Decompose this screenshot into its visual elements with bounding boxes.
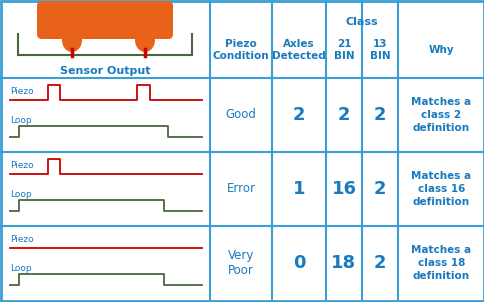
Text: Sensor Output: Sensor Output bbox=[60, 66, 150, 76]
Text: Good: Good bbox=[225, 108, 256, 121]
Text: Piezo: Piezo bbox=[10, 161, 33, 170]
Text: Matches a
class 2
definition: Matches a class 2 definition bbox=[410, 97, 470, 133]
Text: Why: Why bbox=[428, 45, 454, 55]
Text: Loop: Loop bbox=[10, 190, 31, 199]
Text: Very
Poor: Very Poor bbox=[227, 249, 254, 277]
Ellipse shape bbox=[135, 28, 155, 52]
FancyBboxPatch shape bbox=[37, 1, 173, 39]
Text: 0: 0 bbox=[292, 254, 304, 272]
Text: Piezo: Piezo bbox=[10, 87, 33, 96]
Text: 2: 2 bbox=[337, 106, 349, 124]
Text: 2: 2 bbox=[373, 106, 385, 124]
Text: 1: 1 bbox=[292, 180, 304, 198]
Text: 2: 2 bbox=[292, 106, 304, 124]
Text: Loop: Loop bbox=[10, 116, 31, 125]
Ellipse shape bbox=[62, 28, 82, 52]
Text: Loop: Loop bbox=[10, 264, 31, 273]
Text: 16: 16 bbox=[331, 180, 356, 198]
Text: 2: 2 bbox=[373, 180, 385, 198]
Text: Error: Error bbox=[226, 182, 255, 195]
Text: 2: 2 bbox=[373, 254, 385, 272]
Text: 13
BIN: 13 BIN bbox=[369, 39, 390, 61]
Text: 18: 18 bbox=[331, 254, 356, 272]
Text: Piezo
Condition: Piezo Condition bbox=[212, 39, 269, 61]
Text: 21
BIN: 21 BIN bbox=[333, 39, 354, 61]
Text: Class: Class bbox=[345, 17, 378, 27]
Text: Axles
Detected: Axles Detected bbox=[272, 39, 325, 61]
Text: Matches a
class 18
definition: Matches a class 18 definition bbox=[410, 245, 470, 281]
Text: Piezo: Piezo bbox=[10, 235, 33, 244]
Text: Matches a
class 16
definition: Matches a class 16 definition bbox=[410, 171, 470, 207]
